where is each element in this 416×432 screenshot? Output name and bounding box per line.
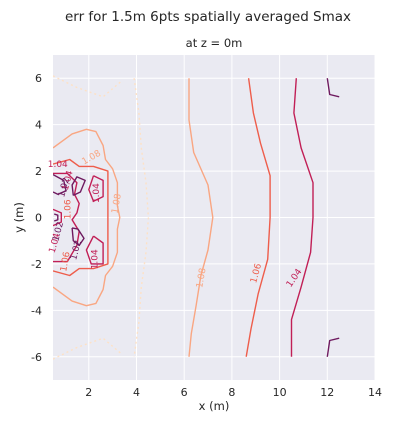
y-tick-label: 4: [35, 119, 42, 132]
contour-line-1-04: [53, 172, 80, 263]
axes-subtitle: at z = 0m: [186, 36, 243, 50]
y-tick-label: 2: [35, 165, 42, 178]
contour-line-1-04: [53, 208, 62, 227]
contour-line-1-02: [71, 227, 85, 247]
contour-label: 1.04: [91, 249, 101, 269]
contour-line-1-06: [53, 158, 109, 277]
contour-label: 1.04: [48, 160, 68, 170]
contour-label: 1.06: [59, 251, 72, 273]
contour-line-1-04: [88, 175, 104, 202]
y-tick-label: 0: [35, 212, 42, 225]
contour-lines: [53, 75, 340, 360]
x-tick-label: 10: [273, 386, 287, 399]
contour-label: 1.02: [51, 221, 66, 243]
x-tick-label: 2: [85, 386, 92, 399]
contour-line-1-08: [188, 78, 214, 357]
y-axis-label: y (m): [12, 202, 26, 233]
y-tick-label: 6: [35, 72, 42, 85]
contour-line-1-02: [326, 337, 340, 357]
x-tick-label: 6: [181, 386, 188, 399]
y-tick-label: -2: [31, 258, 42, 271]
contour-line-1-02: [71, 176, 86, 197]
contour-line-1-10: [133, 78, 150, 357]
contour-line-1-02: [326, 78, 340, 98]
contour-line-1-04: [290, 78, 314, 357]
grid-lines: [53, 55, 376, 380]
x-tick-label: 8: [228, 386, 235, 399]
figure-title: err for 1.5m 6pts spatially averaged Sma…: [65, 9, 351, 25]
contour-label: 1.08: [195, 267, 208, 289]
x-tick-label: 4: [133, 386, 140, 399]
x-tick-label: 14: [368, 386, 382, 399]
contour-label: 1.04: [92, 183, 102, 203]
contour-line-1-04: [85, 235, 104, 265]
contour-line-1-02: [53, 173, 67, 195]
contour-line-1-06: [245, 78, 271, 357]
contour-label: 1.08: [111, 193, 124, 215]
contour-line-1-08: [53, 128, 121, 307]
y-tick-labels: -6 -4 -2 0 2 4 6: [31, 72, 42, 364]
y-tick-label: -6: [31, 351, 42, 364]
x-tick-label: 12: [320, 386, 334, 399]
x-axis-label: x (m): [199, 399, 230, 413]
contour-label: 1.02: [57, 177, 72, 199]
contour-label: 1.06: [63, 199, 73, 219]
contour-line-1-02: [53, 213, 59, 222]
contour-line-1-10: [53, 75, 123, 98]
x-tick-labels: 2 4 6 8 10 12 14: [85, 386, 382, 399]
y-tick-label: -4: [31, 304, 42, 317]
contour-line-1-10: [53, 337, 123, 360]
